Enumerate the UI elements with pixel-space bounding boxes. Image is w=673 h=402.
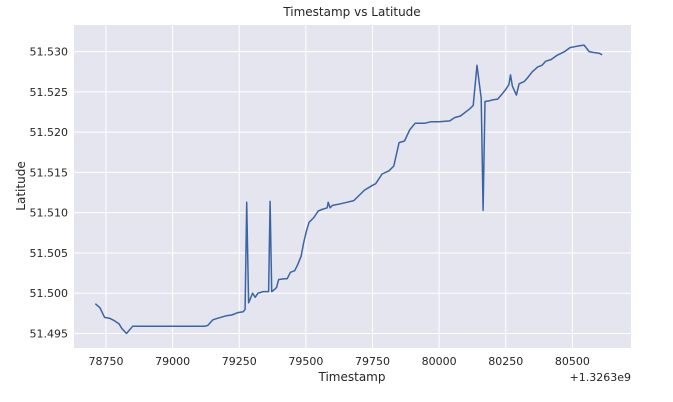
y-tick-label: 51.520 — [30, 126, 69, 139]
x-tick-label: 78750 — [88, 355, 123, 368]
latitude-series-line — [94, 44, 603, 335]
y-axis-ticks: 51.495 51.500 51.505 51.510 51.515 51.520 51.5… — [30, 46, 69, 341]
x-tick-label: 80500 — [555, 355, 590, 368]
y-tick-label: 51.500 — [30, 287, 69, 300]
y-tick-label: 51.505 — [30, 247, 69, 260]
x-axis-ticks: 78750 79000 79250 79500 79750 80000 80250 80500 — [88, 355, 589, 368]
x-tick-label: 79500 — [288, 355, 323, 368]
x-axis-offset-label: +1.3263e9 — [570, 371, 631, 384]
x-tick-label: 80250 — [488, 355, 523, 368]
x-tick-label: 79250 — [222, 355, 257, 368]
y-tick-label: 51.530 — [30, 46, 69, 59]
x-axis-label: Timestamp — [318, 370, 386, 384]
y-tick-label: 51.495 — [30, 328, 69, 341]
y-tick-label: 51.525 — [30, 86, 69, 99]
y-tick-label: 51.515 — [30, 166, 69, 179]
y-axis-label: Latitude — [14, 161, 28, 210]
chart-title: Timestamp vs Latitude — [282, 5, 420, 19]
grid-lines — [74, 25, 631, 348]
x-tick-label: 79750 — [355, 355, 390, 368]
y-tick-label: 51.510 — [30, 207, 69, 220]
x-tick-label: 80000 — [422, 355, 457, 368]
x-tick-label: 79000 — [155, 355, 190, 368]
plot-area — [74, 25, 631, 348]
